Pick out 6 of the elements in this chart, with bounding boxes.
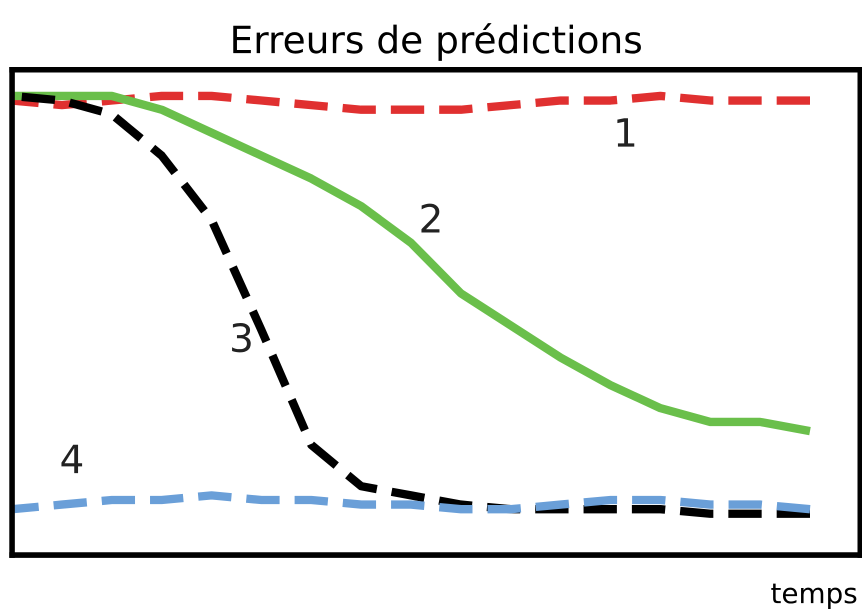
x-axis-title: temps (771, 584, 856, 609)
series-label: 2 (421, 204, 440, 232)
series-label: 4 (61, 444, 82, 474)
series-label: 3 (232, 322, 251, 352)
series-label: 1 (617, 118, 634, 147)
chart-title: Erreurs de prédictions (233, 23, 641, 61)
